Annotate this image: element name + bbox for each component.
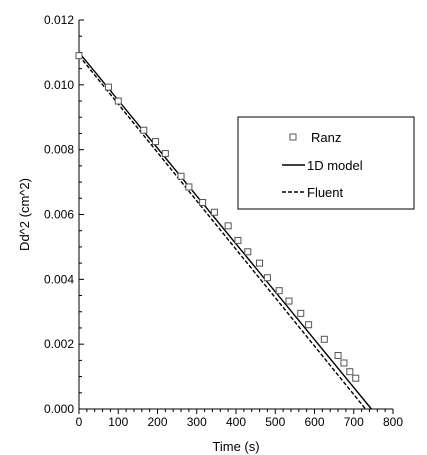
data-point — [234, 236, 242, 244]
x-tick-label: 700 — [344, 415, 364, 429]
data-point — [224, 222, 232, 230]
x-tick-label: 200 — [147, 415, 167, 429]
data-point — [177, 172, 185, 180]
data-point — [256, 259, 264, 267]
data-point — [210, 208, 218, 216]
data-point — [285, 297, 293, 305]
legend-marker — [289, 133, 297, 141]
x-tick-label: 0 — [76, 415, 83, 429]
x-tick-label: 800 — [383, 415, 403, 429]
series-line-fluent — [78, 55, 367, 410]
data-point — [114, 97, 122, 105]
data-point — [263, 274, 271, 282]
y-tick-label: 0.012 — [44, 13, 74, 27]
plot-area — [75, 51, 372, 410]
series-line-1d-model — [78, 51, 372, 410]
data-point — [75, 52, 83, 60]
x-tick-label: 100 — [108, 415, 128, 429]
x-tick-label: 600 — [304, 415, 324, 429]
axes: 0 100 200 300 400 500 600 700 800 0.000 0.002 0.004… — [44, 13, 403, 429]
legend-label: 1D model — [307, 158, 363, 173]
legend-label: Ranz — [311, 130, 341, 145]
data-point — [346, 368, 354, 376]
data-point — [140, 126, 148, 134]
x-tick-label: 300 — [187, 415, 207, 429]
y-tick-label: 0.008 — [44, 143, 74, 157]
y-tick-label: 0.002 — [44, 337, 74, 351]
y-axis-label: Dd^2 (cm^2) — [17, 178, 32, 251]
data-point — [305, 321, 313, 329]
data-point — [152, 138, 160, 146]
data-point — [104, 83, 112, 91]
data-point — [320, 335, 328, 343]
y-tick-label: 0.010 — [44, 78, 74, 92]
x-tick-label: 400 — [226, 415, 246, 429]
y-tick-label: 0.004 — [44, 272, 74, 286]
data-point — [352, 374, 360, 382]
y-tick-label: 0.006 — [44, 208, 74, 222]
data-point — [340, 359, 348, 367]
x-axis-label: Time (s) — [212, 439, 259, 454]
x-tick-label: 500 — [265, 415, 285, 429]
legend: Ranz 1D model Fluent — [237, 116, 415, 210]
legend-label: Fluent — [307, 185, 344, 200]
legend-box — [237, 116, 415, 210]
data-point — [185, 183, 193, 191]
data-point — [275, 287, 283, 295]
data-point — [244, 248, 252, 256]
data-point — [161, 150, 169, 158]
data-point — [334, 352, 342, 360]
data-point — [297, 309, 305, 317]
y-tick-label: 0.000 — [44, 402, 74, 416]
data-point — [199, 199, 207, 207]
